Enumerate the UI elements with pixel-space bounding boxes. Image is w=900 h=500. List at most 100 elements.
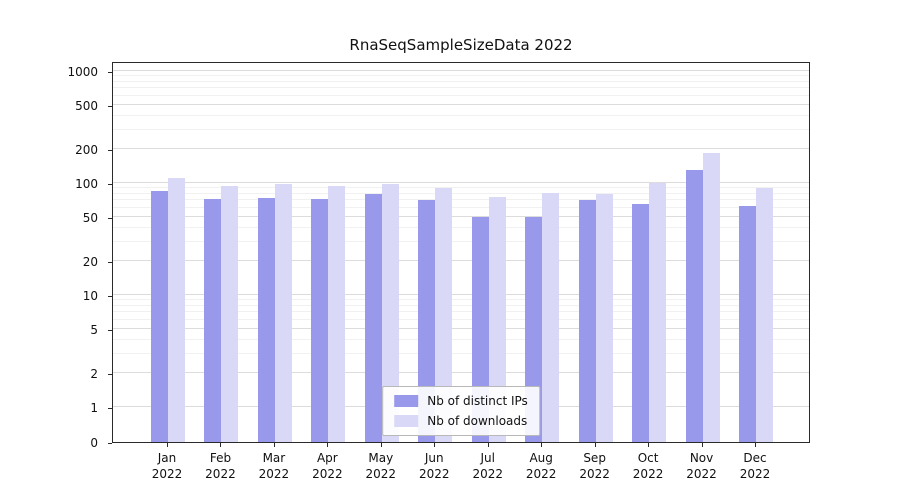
bar-distinct-ips xyxy=(471,216,489,442)
x-tick-mark xyxy=(594,443,596,447)
bar-downloads xyxy=(328,185,346,442)
gridline-minor xyxy=(113,199,809,201)
gridline-minor xyxy=(113,226,809,228)
bar-distinct-ips xyxy=(685,170,703,442)
gridline-major xyxy=(113,182,809,183)
bar-downloads xyxy=(542,192,560,442)
y-tick-mark xyxy=(108,217,112,219)
bar-downloads xyxy=(274,183,292,442)
x-tick-mark xyxy=(327,443,329,447)
gridline-minor xyxy=(113,192,809,194)
y-tick-label: 50 xyxy=(82,210,98,225)
gridline-minor xyxy=(113,87,809,89)
gridline-major xyxy=(113,260,809,262)
x-tick-label: Oct 2022 xyxy=(632,451,664,481)
gridline-minor xyxy=(113,311,809,313)
bar-distinct-ips xyxy=(525,216,543,442)
gridline-major xyxy=(113,70,809,71)
x-tick-label: Jan 2022 xyxy=(151,451,183,481)
y-tick-label: 10 xyxy=(82,289,98,303)
bar-downloads xyxy=(435,188,453,442)
gridline-minor xyxy=(113,187,809,189)
x-axis: Jan 2022 Feb 2022 Mar 2022 Apr 2022 May 2022 Jun 20… xyxy=(112,443,810,493)
x-tick-label: Jun 2022 xyxy=(418,451,450,481)
y-tick-label: 200 xyxy=(75,143,98,158)
y-tick-mark xyxy=(108,329,112,331)
x-tick-mark xyxy=(701,443,703,447)
legend-label-downloads: Nb of downloads xyxy=(427,414,528,428)
x-tick-label: May 2022 xyxy=(365,451,397,481)
gridline-minor xyxy=(113,80,809,82)
bar-downloads xyxy=(595,193,613,442)
bar-distinct-ips xyxy=(151,190,168,442)
x-tick-label: Aug 2022 xyxy=(525,451,557,481)
gridline-minor xyxy=(113,128,809,130)
x-tick-label: Mar 2022 xyxy=(258,451,290,481)
x-tick-label: Feb 2022 xyxy=(205,451,236,481)
x-tick-mark xyxy=(167,443,168,447)
bar-distinct-ips xyxy=(204,198,222,442)
x-tick-label: Dec 2022 xyxy=(739,451,771,481)
y-tick-mark xyxy=(108,72,112,73)
y-tick-mark xyxy=(108,443,112,444)
x-tick-label: Nov 2022 xyxy=(686,451,717,481)
y-axis: 0 1 2 5 10 20 50 100 200 500 1000 xyxy=(0,62,112,450)
bar-distinct-ips xyxy=(418,200,436,442)
gridline-major xyxy=(113,327,809,329)
bar-downloads xyxy=(168,178,185,442)
gridline-minor xyxy=(113,94,809,96)
y-tick-mark xyxy=(108,150,112,152)
gridline-minor xyxy=(113,75,809,77)
y-tick-label: 1000 xyxy=(67,65,98,79)
bar-distinct-ips xyxy=(364,193,382,442)
x-tick-label: Sep 2022 xyxy=(579,451,610,481)
gridline-major xyxy=(113,103,809,105)
chart-title: RnaSeqSampleSizeData 2022 xyxy=(349,36,573,54)
y-tick-label: 100 xyxy=(75,177,98,191)
gridline-major xyxy=(113,215,809,217)
bar-downloads xyxy=(381,184,399,442)
x-tick-mark xyxy=(648,443,650,447)
bar-downloads xyxy=(488,197,506,442)
gridline-minor xyxy=(113,338,809,340)
y-tick-label: 5 xyxy=(90,322,98,337)
legend: Nb of distinct IPs Nb of downloads xyxy=(382,386,540,436)
y-tick-mark xyxy=(108,184,112,185)
bar-downloads xyxy=(702,153,720,442)
y-tick-label: 2 xyxy=(90,367,98,382)
gridline-minor xyxy=(113,318,809,320)
y-tick-label: 1 xyxy=(90,401,98,415)
gridline-minor xyxy=(113,114,809,116)
gridline-minor xyxy=(113,240,809,242)
gridline-minor xyxy=(113,299,809,301)
gridline-major xyxy=(113,148,809,150)
x-tick-mark xyxy=(487,443,489,447)
y-tick-mark xyxy=(108,105,112,107)
y-tick-mark xyxy=(108,296,112,297)
legend-item-distinct-ips: Nb of distinct IPs xyxy=(394,394,528,408)
bar-distinct-ips xyxy=(739,206,756,442)
y-tick-label: 0 xyxy=(90,436,98,450)
legend-label-distinct-ips: Nb of distinct IPs xyxy=(427,394,528,408)
gridline-major xyxy=(113,294,809,295)
gridline-minor xyxy=(113,206,809,208)
y-tick-label: 500 xyxy=(75,98,98,113)
x-tick-mark xyxy=(273,443,275,447)
gridline-minor xyxy=(113,304,809,306)
legend-item-downloads: Nb of downloads xyxy=(394,414,528,428)
bar-downloads xyxy=(756,188,773,442)
y-tick-mark xyxy=(108,262,112,264)
x-tick-label: Jul 2022 xyxy=(472,451,503,481)
bar-distinct-ips xyxy=(257,198,275,442)
x-tick-mark xyxy=(755,443,756,447)
bar-distinct-ips xyxy=(632,203,650,442)
y-tick-mark xyxy=(108,408,112,409)
legend-swatch-distinct-ips xyxy=(394,395,419,407)
bar-distinct-ips xyxy=(311,198,329,442)
bar-downloads xyxy=(649,183,667,442)
gridline-major xyxy=(113,372,809,374)
x-tick-label: Apr 2022 xyxy=(312,451,343,481)
bar-distinct-ips xyxy=(578,200,596,442)
gridline-minor xyxy=(113,352,809,354)
